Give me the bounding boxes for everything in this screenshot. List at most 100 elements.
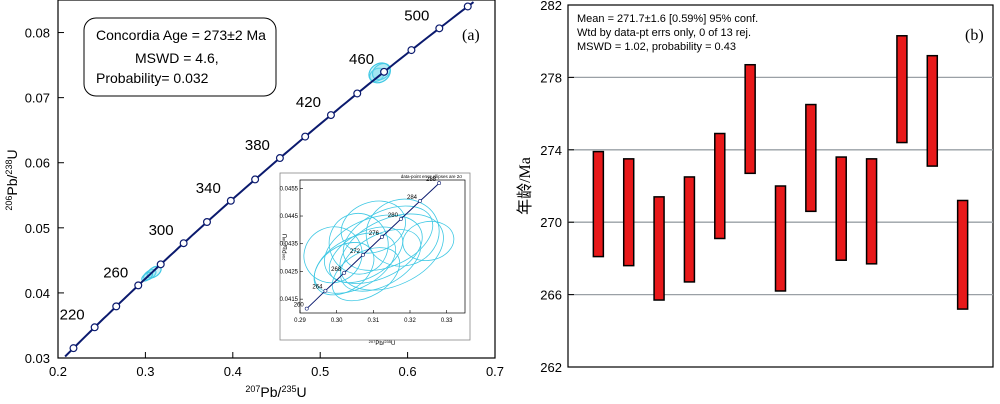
concordia-age-marker — [463, 2, 472, 11]
stats-line-1: Concordia Age = 273±2 Ma — [96, 27, 266, 43]
x-tick-label-a: 0.6 — [399, 364, 417, 379]
concordia-panel: 0.2 0.3 0.4 0.5 0.6 0.7 0.03 0.04 0.05 0.06 0.07 0.… — [4, 0, 504, 400]
stats-line-3: Probability= 0.032 — [96, 70, 209, 86]
age-error-bar — [865, 158, 878, 265]
axis-ticks-b: 262 266 270 274 278 282 — [540, 0, 574, 375]
x-axis-label-a: 207Pb/235U — [245, 384, 306, 400]
inset-concordia: 260 264 268 272 276 280 284 288 — [294, 177, 442, 311]
x-tick-label-a: 0.4 — [224, 364, 242, 379]
concordia-age-marker — [275, 154, 284, 163]
y-tick-label-b: 282 — [540, 0, 562, 13]
concordia-age-marker — [326, 111, 335, 120]
mean-stats-line-3: MSWD = 1.02, probability = 0.43 — [577, 41, 736, 53]
age-bars — [592, 35, 969, 310]
concordia-age-marker — [251, 175, 260, 184]
age-error-bar — [926, 54, 939, 167]
mean-stats-line-1: Mean = 271.7±1.6 [0.59%] 95% conf. — [577, 13, 758, 25]
age-labels-a: 220 260 300 340 380 420 460 500 — [60, 7, 430, 323]
concordia-age-marker — [301, 132, 310, 141]
concordia-age-marker — [179, 239, 188, 248]
age-bar-panel: 262 266 270 274 278 282 Mean = 271.7±1.6 [0.5… — [516, 0, 994, 375]
inset-age-label: 284 — [407, 195, 418, 201]
concordia-age-marker — [90, 323, 99, 332]
inset-error-ellipse — [340, 229, 422, 292]
inset-age-marker — [399, 217, 403, 221]
inset-x-tick-label: 0.29 — [294, 318, 306, 324]
age-error-bar — [622, 158, 635, 267]
inset-y-tick-label: 0.0445 — [280, 214, 299, 220]
age-error-bar — [714, 132, 726, 240]
concordia-age-label: 500 — [404, 7, 429, 24]
age-error-bar — [592, 150, 605, 258]
concordia-age-marker — [69, 344, 78, 353]
inset-ticks: 0.29 0.30 0.31 0.32 0.33 0.0415 0.0425 0.0435 0.… — [280, 186, 454, 324]
concordia-age-marker — [202, 218, 211, 227]
x-tick-label-a: 0.3 — [136, 364, 154, 379]
inset-x-tick-label: 0.32 — [404, 318, 416, 324]
age-error-bar — [774, 185, 787, 292]
concordia-age-label: 260 — [103, 264, 128, 281]
concordia-age-marker — [226, 196, 235, 205]
age-error-bar — [805, 103, 817, 213]
inset-y-tick-label: 0.0415 — [280, 297, 299, 303]
inset-age-marker — [418, 199, 422, 203]
panel-label-a: (a) — [462, 27, 480, 44]
y-tick-label-a: 0.04 — [25, 286, 50, 301]
inset-age-marker — [380, 235, 384, 239]
age-error-bar — [683, 176, 696, 283]
inset-age-marker — [437, 181, 442, 185]
concordia-age-marker — [134, 281, 143, 290]
inset-age-label: 260 — [294, 303, 305, 309]
concordia-curve — [64, 1, 475, 358]
inset-error-ellipse — [402, 220, 455, 261]
inset-x-tick-label: 0.30 — [331, 318, 343, 324]
inset-concordia-line — [306, 182, 440, 310]
y-tick-label-a: 0.03 — [25, 351, 50, 366]
inset-age-marker — [323, 288, 328, 293]
concordia-age-label: 460 — [349, 51, 374, 68]
y-axis-label-b: 年龄/Ma — [516, 157, 534, 215]
concordia-age-marker — [407, 46, 416, 55]
plot-frame-b — [567, 4, 994, 368]
inset-error-ellipse — [331, 247, 401, 302]
stats-box — [83, 17, 277, 97]
y-tick-label-a: 0.06 — [25, 156, 50, 171]
age-error-bar — [835, 156, 847, 261]
concordia-age-marker — [353, 89, 362, 98]
inset-x-tick-label: 0.33 — [441, 318, 453, 324]
inset-x-tick-label: 0.31 — [367, 318, 379, 324]
y-axis-label-a: 206Pb/238U — [4, 149, 20, 210]
inset-y-label: 206Pb/238U — [281, 234, 290, 261]
y-tick-label-b: 278 — [540, 70, 562, 85]
x-tick-label-a: 0.5 — [311, 364, 329, 379]
y-tick-label-a: 0.08 — [25, 26, 50, 41]
x-tick-label-a: 0.7 — [486, 364, 504, 379]
panel-label-b: (b) — [965, 27, 984, 44]
inset-ellipses — [303, 198, 455, 302]
age-error-bar — [744, 63, 756, 175]
plot-frame-a — [57, 0, 496, 359]
concordia-age-marker — [156, 260, 165, 269]
concordia-age-label: 220 — [60, 306, 85, 323]
inset-error-ellipse — [323, 214, 423, 284]
inset-age-label: 272 — [350, 249, 361, 255]
inset-y-tick-label: 0.0455 — [280, 186, 299, 192]
axis-ticks-a: 0.2 0.3 0.4 0.5 0.6 0.7 0.03 0.04 0.05 0.06 0.07 0.… — [25, 26, 504, 379]
inset-age-label: 264 — [312, 285, 323, 291]
inset-frame — [299, 179, 466, 314]
inset-y-tick-label: 0.0435 — [280, 242, 299, 248]
y-tick-label-b: 262 — [540, 360, 562, 375]
inset-age-label: 288 — [426, 177, 437, 183]
age-error-bar — [956, 199, 969, 310]
inset-age-label: 280 — [388, 213, 399, 219]
age-error-bar — [896, 35, 908, 144]
inset-title: data-point error ellipses are 2σ — [401, 174, 463, 179]
inset-y-tick-label: 0.0425 — [280, 269, 299, 275]
inset-age-marker — [342, 270, 347, 275]
concordia-age-marker — [112, 302, 121, 311]
y-tick-label-b: 266 — [540, 288, 562, 303]
concordia-age-label: 300 — [149, 222, 174, 239]
concordia-age-label: 420 — [296, 94, 321, 111]
mean-stats-line-2: Wtd by data-pt errs only, 0 of 13 rej. — [577, 27, 751, 39]
